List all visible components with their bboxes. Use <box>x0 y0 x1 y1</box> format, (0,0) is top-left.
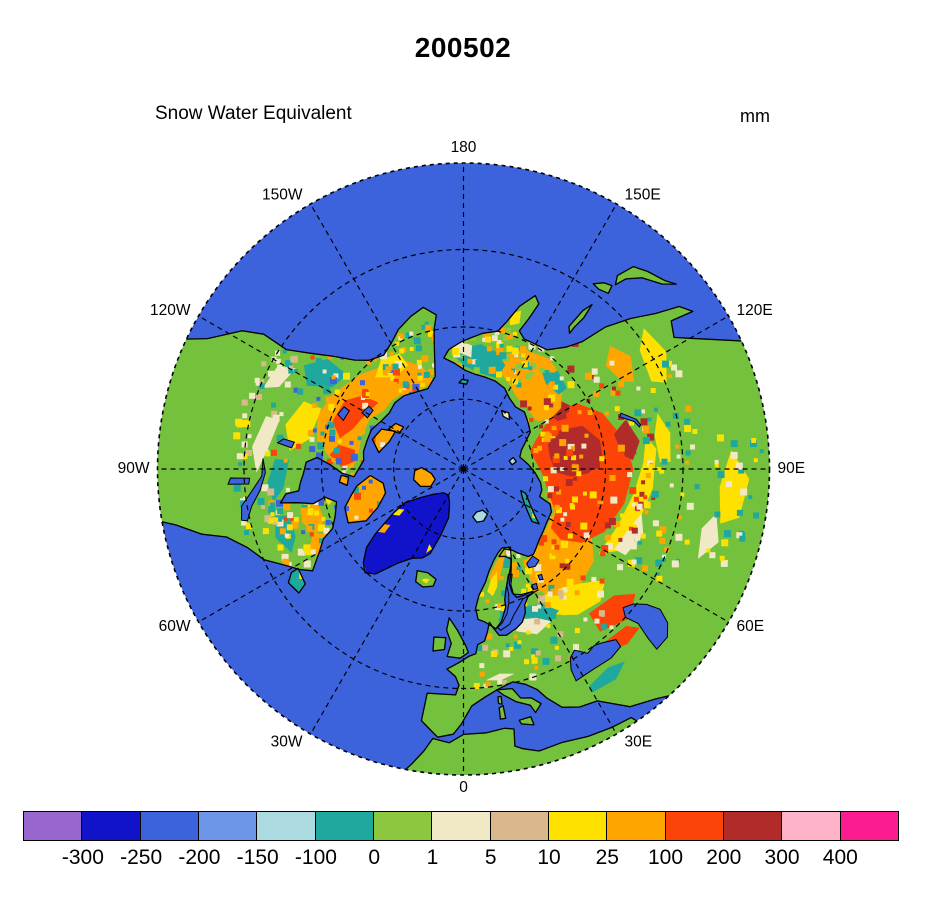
colorbar-tick-label: -250 <box>120 846 163 869</box>
colorbar-tick-label: 400 <box>822 846 858 869</box>
meridian-labels: 180 150W 150E 120W 120E 90W 90E 60W 60E 30W 30E 0 <box>118 139 805 796</box>
colorbar-tick-label: 10 <box>537 846 561 869</box>
colorbar-tick-label: 25 <box>595 846 619 869</box>
meridian-label: 30W <box>271 734 303 751</box>
colorbar-swatch <box>197 812 257 840</box>
meridian-label: 120W <box>150 302 191 319</box>
graticule <box>157 163 770 775</box>
colorbar-swatch <box>431 812 490 840</box>
colorbar-swatch <box>839 812 898 840</box>
meridian-label: 90E <box>778 460 806 477</box>
land-layer <box>157 163 770 775</box>
colorbar-tick-label: 0 <box>368 846 381 869</box>
colorbar-swatch <box>489 812 548 840</box>
colorbar-tick-label: -100 <box>294 846 337 869</box>
colorbar-tick-label: 100 <box>648 846 684 869</box>
colorbar-swatch <box>372 812 432 840</box>
colorbar-swatch <box>664 812 723 840</box>
meridian-label: 180 <box>451 139 477 156</box>
colorbar-tick-label: 1 <box>426 846 439 869</box>
colorbar-swatch <box>547 812 607 840</box>
colorbar-tick-label: 200 <box>706 846 742 869</box>
colorbar-swatch <box>81 812 140 840</box>
colorbar-tick-label: 300 <box>764 846 800 869</box>
meridian-label: 90W <box>118 460 150 477</box>
colorbar-swatch <box>314 812 373 840</box>
colorbar-swatch <box>24 812 82 840</box>
colorbar-swatch <box>781 812 840 840</box>
colorbar-swatch <box>606 812 665 840</box>
meridian-label: 60E <box>737 618 765 635</box>
map-units-label: mm <box>740 106 770 126</box>
colorbar-swatch <box>256 812 315 840</box>
meridian-label: 120E <box>737 302 773 319</box>
colorbar <box>23 811 899 841</box>
colorbar-tick-label: 5 <box>484 846 497 869</box>
meridian-label: 30E <box>625 734 653 751</box>
meridian-label: 60W <box>159 618 191 635</box>
meridian-label: 150E <box>625 186 661 203</box>
coastlines <box>157 265 770 775</box>
colorbar-tick-label: -150 <box>236 846 279 869</box>
figure-title: 200502 <box>414 32 512 63</box>
map-variable-label: Snow Water Equivalent <box>155 103 352 124</box>
colorbar-tick-label: -300 <box>61 846 104 869</box>
colorbar-swatch <box>722 812 782 840</box>
meridian-label: 150W <box>262 186 303 203</box>
meridian-label: 0 <box>459 779 468 796</box>
colorbar-swatch <box>139 812 198 840</box>
map-boundary <box>156 162 771 776</box>
colorbar-tick-label: -200 <box>178 846 221 869</box>
